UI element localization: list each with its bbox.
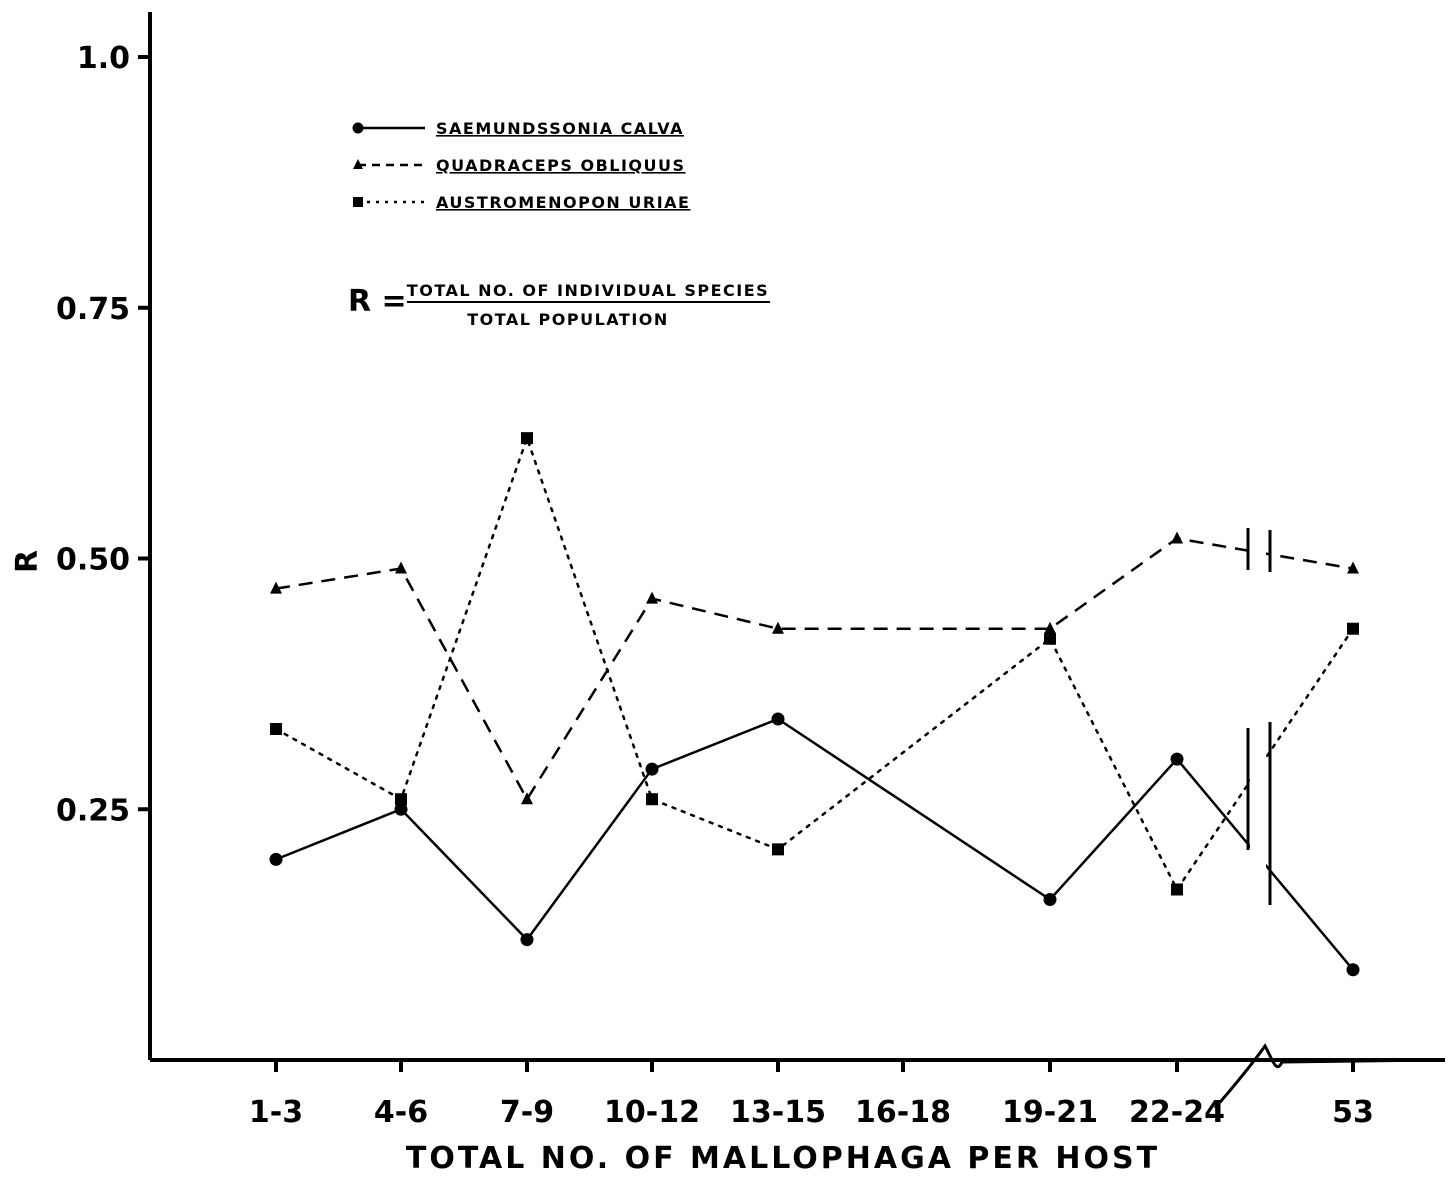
data-point xyxy=(771,712,785,726)
series-3 xyxy=(270,432,1359,896)
series-2 xyxy=(270,531,1359,805)
x-tick-label: 13-15 xyxy=(730,1095,826,1130)
x-tick-label: 4-6 xyxy=(374,1095,428,1130)
data-point xyxy=(394,802,408,816)
axis-break-gap xyxy=(1250,520,1266,920)
data-point xyxy=(1346,963,1360,977)
data-point xyxy=(520,933,534,947)
y-tick-label: 1.0 xyxy=(77,41,130,76)
legend-label: QUADRACEPS OBLIQUUS xyxy=(436,156,686,175)
legend-entry: AUSTROMENOPON URIAE xyxy=(353,193,690,212)
x-tick-label: 10-12 xyxy=(604,1095,700,1130)
data-point xyxy=(1170,752,1184,766)
series-line xyxy=(274,436,1355,891)
data-point xyxy=(270,581,282,594)
y-tick-label: 0.25 xyxy=(56,793,130,828)
axis-break xyxy=(1213,520,1441,1109)
series-1 xyxy=(269,712,1360,977)
y-axis-label: R xyxy=(10,547,45,573)
data-point xyxy=(1044,632,1056,645)
x-tick-label: 1-3 xyxy=(249,1095,303,1130)
data-point xyxy=(1044,621,1056,634)
formula-lhs: R = xyxy=(348,284,407,319)
data-point xyxy=(521,432,533,445)
legend-label: AUSTROMENOPON URIAE xyxy=(436,193,690,212)
y-tick-label: 0.50 xyxy=(56,543,130,578)
legend-entry: QUADRACEPS OBLIQUUS xyxy=(353,156,686,175)
data-point xyxy=(1171,531,1183,544)
data-point xyxy=(646,591,658,604)
data-point xyxy=(646,793,658,806)
x-tick-label: 16-18 xyxy=(855,1095,951,1130)
data-point xyxy=(772,621,784,634)
data-point xyxy=(1171,883,1183,896)
x-tick-label: 22-24 xyxy=(1129,1095,1225,1130)
x-tick-label: 19-21 xyxy=(1002,1095,1098,1130)
data-point xyxy=(1347,622,1359,635)
data-point xyxy=(645,762,659,776)
formula-annotation: R = TOTAL NO. OF INDIVIDUAL SPECIES TOTAL … xyxy=(348,281,770,329)
formula-denominator: TOTAL POPULATION xyxy=(467,310,669,329)
x-tick-label: 53 xyxy=(1332,1095,1374,1130)
legend-entry: SAEMUNDSSONIA CALVA xyxy=(352,119,684,138)
x-axis-label: TOTAL NO. OF MALLOPHAGA PER HOST xyxy=(406,1141,1160,1176)
data-point xyxy=(1043,893,1057,907)
x-tick-label: 7-9 xyxy=(500,1095,554,1130)
axes: 0.25 0.50 0.75 1.0 1-3 4-6 7-9 10-12 13-15 16-18 1… xyxy=(56,12,1445,1130)
series-line xyxy=(275,717,1354,971)
data-point xyxy=(1347,561,1359,574)
data-point xyxy=(270,723,282,736)
legend-label: SAEMUNDSSONIA CALVA xyxy=(436,119,684,138)
series-layer xyxy=(269,432,1441,1109)
series-line xyxy=(275,537,1354,801)
y-tick-label: 0.75 xyxy=(56,292,130,327)
legend-marker xyxy=(352,122,364,134)
legend: SAEMUNDSSONIA CALVA QUADRACEPS OBLIQUUS AU… xyxy=(352,119,690,212)
data-point xyxy=(269,852,283,866)
data-point xyxy=(521,792,533,805)
data-point xyxy=(395,561,407,574)
legend-marker xyxy=(353,159,363,169)
formula-numerator: TOTAL NO. OF INDIVIDUAL SPECIES xyxy=(407,281,769,300)
data-point xyxy=(772,843,784,856)
x-axis-break-mark xyxy=(1213,1043,1441,1109)
data-point xyxy=(395,793,407,806)
legend-marker xyxy=(353,197,363,207)
